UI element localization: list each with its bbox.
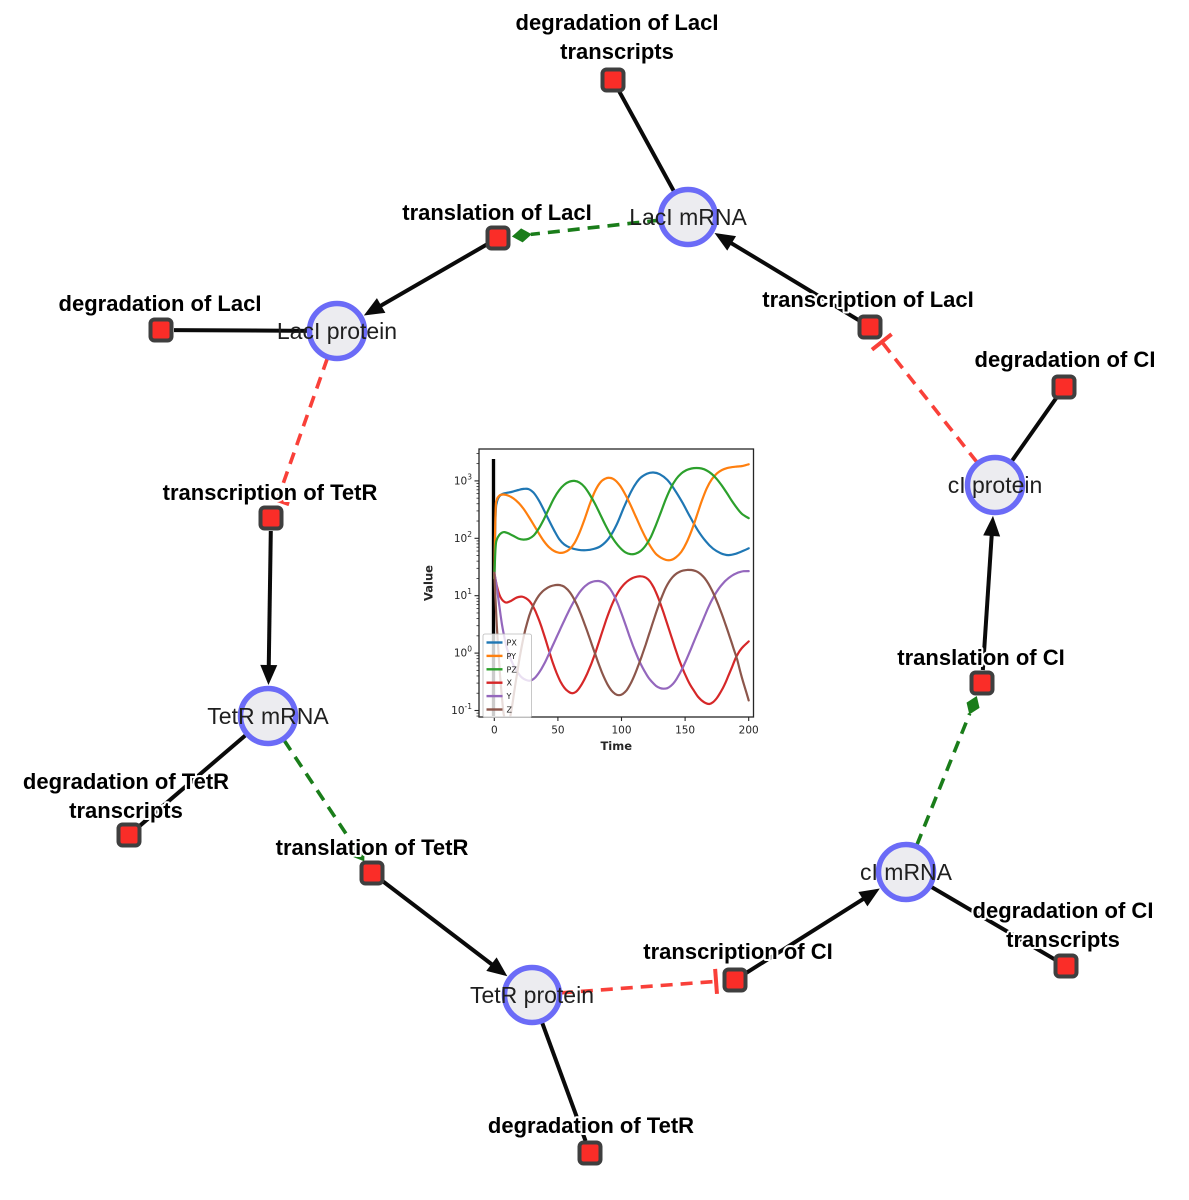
edge-laci-protein-transcription-tetr <box>264 357 330 507</box>
diamond-arrowhead-icon <box>352 844 365 862</box>
legend-label-Z: Z <box>507 706 513 715</box>
reaction-node-transcription-laci <box>857 314 883 340</box>
edge-ci-mrna-translation-ci <box>915 695 980 846</box>
edges-layer <box>137 90 1059 1142</box>
translation-laci-label: translation of LacI <box>402 200 591 225</box>
species-node-ci-mrna <box>875 841 937 903</box>
edge-translation-ci-ci-protein <box>980 515 1001 671</box>
edge-translation-tetr-tetr-protein <box>381 879 508 977</box>
reaction-node-translation-tetr <box>359 860 385 886</box>
arrowhead-icon <box>858 888 880 907</box>
arrowhead-icon <box>714 233 737 251</box>
nodes-layer <box>116 67 1079 1166</box>
x-tick-label: 50 <box>551 725 564 737</box>
reaction-node-deg-laci <box>148 317 174 343</box>
deg-tetr-label: degradation of TetR <box>488 1113 694 1138</box>
tetr-mrna-label: TetR mRNA <box>207 703 329 729</box>
edge-ci-protein-deg-ci <box>1009 396 1059 464</box>
inset-timecourse-chart: 0 50 100 150 200Time10-1100101102103ValuePXP… <box>422 448 759 753</box>
edge-laci-protein-deg-laci <box>173 328 310 333</box>
edge-transcription-laci-laci-mrna <box>714 233 860 322</box>
edge-tetr-protein-transcription-ci <box>560 968 719 995</box>
reaction-node-deg-ci-transcripts <box>1053 953 1079 979</box>
edge-translation-laci-laci-protein <box>363 242 488 316</box>
deg-ci-transcripts-label: degradation of CI transcripts <box>973 898 1154 952</box>
y-axis-title: Value <box>422 565 436 601</box>
species-node-laci-mrna <box>657 186 719 248</box>
transcription-tetr-label: transcription of TetR <box>163 480 378 505</box>
edge-tetr-mrna-translation-tetr <box>282 739 365 862</box>
translation-tetr-label: translation of TetR <box>276 835 469 860</box>
x-tick-label: 150 <box>675 725 695 737</box>
inhibition-tee-icon <box>713 968 719 995</box>
arrowhead-icon <box>363 298 386 316</box>
legend-label-Y: Y <box>506 692 512 701</box>
reaction-node-translation-laci <box>485 225 511 251</box>
deg-laci-transcripts-label: degradation of LacI transcripts <box>516 10 719 64</box>
series-line-PX <box>493 471 750 580</box>
legend-label-PX: PX <box>507 639 518 648</box>
reaction-node-deg-ci <box>1051 374 1077 400</box>
diamond-arrowhead-icon <box>966 695 980 715</box>
y-tick-label: 102 <box>454 530 472 545</box>
series-line-PY <box>493 463 750 580</box>
arrowhead-icon <box>260 664 278 686</box>
edge-ci-protein-transcription-laci <box>870 332 979 464</box>
series-line-X <box>493 571 750 706</box>
species-node-laci-protein <box>306 300 368 362</box>
chart-frame <box>478 448 755 718</box>
reaction-node-deg-laci-transcripts <box>600 67 626 93</box>
legend-label-PZ: PZ <box>507 665 518 674</box>
series-line-PZ <box>493 466 750 580</box>
laci-mrna-label: LacI mRNA <box>629 204 747 230</box>
reaction-node-deg-tetr-transcripts <box>116 822 142 848</box>
species-node-tetr-mrna <box>237 685 299 747</box>
legend-label-X: X <box>507 679 513 688</box>
tetr-protein-label: TetR protein <box>470 982 594 1008</box>
y-tick-label: 101 <box>454 587 472 602</box>
translation-ci-label: translation of CI <box>897 645 1064 670</box>
reaction-node-translation-ci <box>969 670 995 696</box>
species-node-ci-protein <box>964 454 1026 516</box>
edge-transcription-tetr-tetr-mrna <box>260 530 278 686</box>
y-tick-label: 10-1 <box>451 702 472 717</box>
ci-mrna-label: cI mRNA <box>860 859 953 885</box>
legend-label-PY: PY <box>507 652 517 661</box>
arrowhead-icon <box>983 515 1001 537</box>
diamond-arrowhead-icon <box>511 228 532 243</box>
deg-ci-label: degradation of CI <box>975 347 1156 372</box>
transcription-ci-label: transcription of CI <box>643 939 832 964</box>
edge-ci-mrna-deg-ci-transcripts <box>929 884 1056 962</box>
chart-series-group <box>493 463 750 717</box>
inhibition-tee-icon <box>264 494 290 507</box>
labels-layer: degradation of LacI transcripts translatio… <box>21 8 1158 1140</box>
edge-laci-mrna-deg-laci-transcripts <box>617 90 677 194</box>
deg-tetr-transcripts-label: degradation of TetR transcripts <box>23 769 229 823</box>
reaction-node-transcription-ci <box>722 967 748 993</box>
series-line-Z <box>493 568 750 717</box>
arrowhead-icon <box>486 957 508 977</box>
reaction-node-deg-tetr <box>577 1140 603 1166</box>
x-tick-label: 100 <box>611 725 631 737</box>
inhibition-tee-icon <box>870 332 893 352</box>
y-tick-label: 100 <box>454 645 472 660</box>
edge-laci-mrna-translation-laci <box>511 218 660 243</box>
reaction-node-transcription-tetr <box>258 505 284 531</box>
edge-transcription-ci-ci-mrna <box>744 888 880 975</box>
deg-laci-label: degradation of LacI <box>59 291 262 316</box>
chart-legend: PX PY PZ XYZ <box>482 633 532 718</box>
y-tick-label: 103 <box>454 472 472 487</box>
edge-tetr-protein-deg-tetr <box>539 1020 588 1142</box>
x-axis-title: Time <box>600 739 632 753</box>
transcription-laci-label: transcription of LacI <box>762 287 973 312</box>
x-tick-label: 0 <box>491 725 498 737</box>
species-node-tetr-protein <box>501 964 563 1026</box>
laci-protein-label: LacI protein <box>277 318 397 344</box>
edge-tetr-mrna-deg-tetr-transcripts <box>137 732 249 829</box>
x-tick-label: 200 <box>739 725 759 737</box>
ci-protein-label: cI protein <box>948 472 1043 498</box>
